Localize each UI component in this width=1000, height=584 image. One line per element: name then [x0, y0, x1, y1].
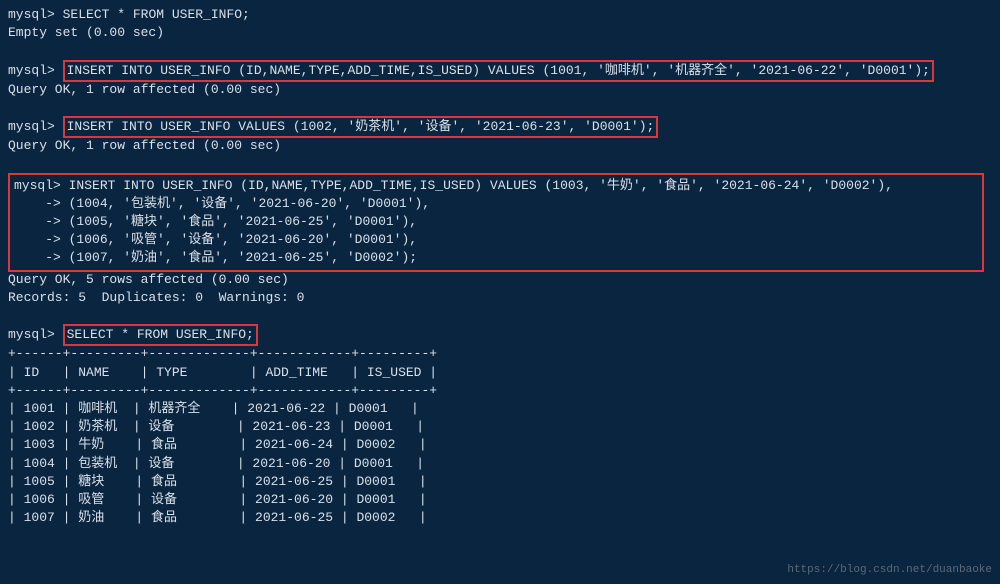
- insert-multi-l4: -> (1006, '吸管', '设备', '2021-06-20', 'D00…: [14, 231, 978, 249]
- terminal-output: mysql> SELECT * FROM USER_INFO; Empty se…: [8, 6, 992, 527]
- insert-multi-l5: -> (1007, '奶油', '食品', '2021-06-25', 'D00…: [14, 249, 978, 267]
- table-border-top: +------+---------+-------------+--------…: [8, 345, 992, 363]
- select-empty-result: Empty set (0.00 sec): [8, 24, 992, 42]
- insert1-cmd: mysql> INSERT INTO USER_INFO (ID,NAME,TY…: [8, 61, 992, 81]
- insert2-result: Query OK, 1 row affected (0.00 sec): [8, 137, 992, 155]
- table-row: | 1005 | 糖块 | 食品 | 2021-06-25 | D0001 |: [8, 473, 992, 491]
- select-empty-cmd: mysql> SELECT * FROM USER_INFO;: [8, 6, 992, 24]
- insert-multi-result1: Query OK, 5 rows affected (0.00 sec): [8, 271, 992, 289]
- watermark: https://blog.csdn.net/duanbaoke: [787, 563, 992, 578]
- insert-multi-boxed: mysql> INSERT INTO USER_INFO (ID,NAME,TY…: [8, 173, 984, 272]
- table-row: | 1003 | 牛奶 | 食品 | 2021-06-24 | D0002 |: [8, 436, 992, 454]
- insert1-boxed: INSERT INTO USER_INFO (ID,NAME,TYPE,ADD_…: [63, 60, 934, 82]
- insert-multi-l3: -> (1005, '糖块', '食品', '2021-06-25', 'D00…: [14, 213, 978, 231]
- table-row: | 1004 | 包装机 | 设备 | 2021-06-20 | D0001 |: [8, 455, 992, 473]
- insert2-cmd: mysql> INSERT INTO USER_INFO VALUES (100…: [8, 117, 992, 137]
- table-row: | 1001 | 咖啡机 | 机器齐全 | 2021-06-22 | D0001…: [8, 400, 992, 418]
- table-row: | 1002 | 奶茶机 | 设备 | 2021-06-23 | D0001 |: [8, 418, 992, 436]
- insert1-result: Query OK, 1 row affected (0.00 sec): [8, 81, 992, 99]
- select-final-cmd: mysql> SELECT * FROM USER_INFO;: [8, 325, 992, 345]
- table-row: | 1007 | 奶油 | 食品 | 2021-06-25 | D0002 |: [8, 509, 992, 527]
- insert-multi-l1: mysql> INSERT INTO USER_INFO (ID,NAME,TY…: [14, 177, 978, 195]
- table-border-mid: +------+---------+-------------+--------…: [8, 382, 992, 400]
- insert-multi-result2: Records: 5 Duplicates: 0 Warnings: 0: [8, 289, 992, 307]
- insert2-boxed: INSERT INTO USER_INFO VALUES (1002, '奶茶机…: [63, 116, 659, 138]
- table-row: | 1006 | 吸管 | 设备 | 2021-06-20 | D0001 |: [8, 491, 992, 509]
- table-header: | ID | NAME | TYPE | ADD_TIME | IS_USED …: [8, 364, 992, 382]
- select-final-boxed: SELECT * FROM USER_INFO;: [63, 324, 258, 346]
- insert-multi-l2: -> (1004, '包装机', '设备', '2021-06-20', 'D0…: [14, 195, 978, 213]
